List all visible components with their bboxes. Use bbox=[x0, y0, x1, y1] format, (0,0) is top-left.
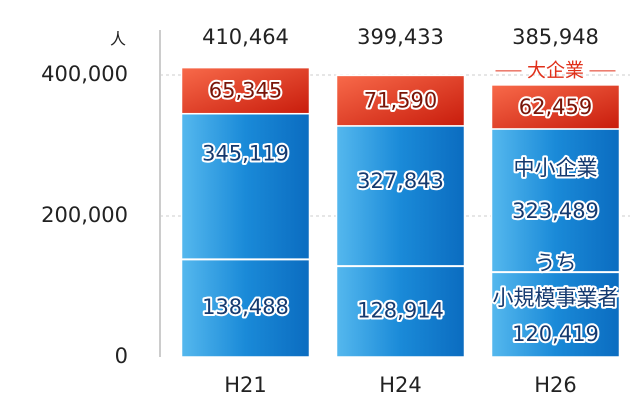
total-label: 385,948 bbox=[512, 25, 599, 49]
inner-name: 小規模事業者 bbox=[493, 286, 619, 310]
inner-value-label: 138,488 bbox=[202, 295, 289, 319]
total-label: 410,464 bbox=[202, 25, 289, 49]
value-label: 62,459 bbox=[519, 95, 592, 119]
bar-segment bbox=[180, 66, 311, 115]
bar-segment bbox=[180, 112, 311, 358]
bar-segment bbox=[335, 74, 466, 127]
value-label: 327,843 bbox=[357, 169, 444, 193]
y-tick-label: 200,000 bbox=[41, 203, 128, 227]
value-label: 323,489 bbox=[512, 199, 599, 223]
y-tick-label: 400,000 bbox=[41, 62, 128, 86]
series-name: 中小企業 bbox=[514, 156, 598, 180]
bar-segment bbox=[335, 125, 466, 358]
inner-value-label: 120,419 bbox=[512, 322, 599, 346]
inner-value-label: 128,914 bbox=[357, 299, 444, 323]
inner-note: うち bbox=[535, 251, 577, 275]
bar-segment bbox=[490, 84, 621, 130]
x-tick-label: H21 bbox=[224, 373, 267, 397]
y-axis-label: 人 bbox=[110, 30, 126, 49]
value-label: 65,345 bbox=[209, 79, 282, 103]
y-tick-label: 0 bbox=[115, 344, 128, 368]
value-label: 71,590 bbox=[364, 89, 437, 113]
total-label: 399,433 bbox=[357, 25, 444, 49]
series-name: 大企業 bbox=[527, 59, 584, 81]
x-tick-label: H24 bbox=[379, 373, 422, 397]
x-tick-label: H26 bbox=[534, 373, 577, 397]
value-label: 345,119 bbox=[202, 141, 289, 165]
